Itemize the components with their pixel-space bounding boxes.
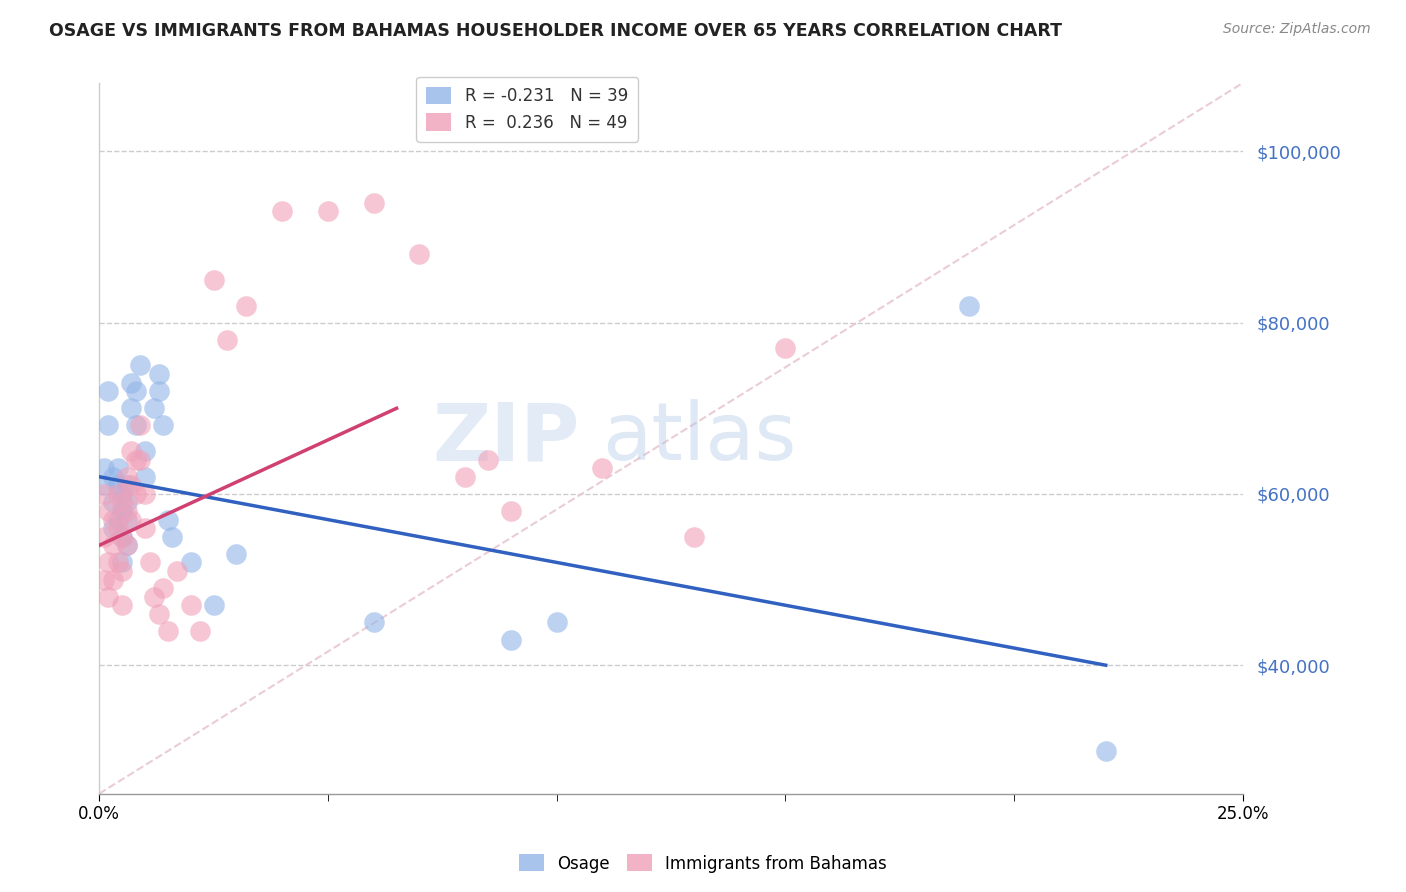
Point [120, 444, 142, 458]
Point [129, 418, 152, 433]
Text: OSAGE VS IMMIGRANTS FROM BAHAMAS HOUSEHOLDER INCOME OVER 65 YEARS CORRELATION CH: OSAGE VS IMMIGRANTS FROM BAHAMAS HOUSEHO… [49, 22, 1062, 40]
Legend: R = -0.231   N = 39, R =  0.236   N = 49: R = -0.231 N = 39, R = 0.236 N = 49 [416, 77, 638, 142]
Point [271, 204, 294, 219]
Point [454, 470, 477, 484]
Point [120, 401, 142, 416]
Point [101, 495, 124, 509]
Point [93, 573, 115, 587]
Point [107, 461, 129, 475]
Point [188, 624, 211, 638]
Point [97, 590, 120, 604]
Point [115, 495, 138, 509]
Point [93, 461, 115, 475]
Point [235, 299, 257, 313]
Point [125, 418, 148, 433]
Point [129, 452, 152, 467]
Point [152, 581, 174, 595]
Point [120, 513, 142, 527]
Point [97, 418, 120, 433]
Point [101, 573, 124, 587]
Point [162, 530, 184, 544]
Point [107, 556, 129, 570]
Point [202, 273, 225, 287]
Point [115, 478, 138, 492]
Point [499, 632, 522, 647]
Point [775, 342, 797, 356]
Point [125, 487, 148, 501]
Point [363, 615, 385, 630]
Point [125, 452, 148, 467]
Point [180, 556, 202, 570]
Point [152, 418, 174, 433]
Point [120, 376, 142, 390]
Point [180, 599, 202, 613]
Point [499, 504, 522, 518]
Point [316, 204, 339, 219]
Point [1094, 744, 1116, 758]
Point [111, 599, 134, 613]
Point [546, 615, 568, 630]
Point [202, 599, 225, 613]
Point [115, 538, 138, 552]
Text: atlas: atlas [603, 400, 797, 477]
Point [101, 521, 124, 535]
Point [111, 564, 134, 578]
Point [107, 521, 129, 535]
Point [111, 530, 134, 544]
Point [93, 487, 115, 501]
Point [125, 384, 148, 399]
Point [111, 504, 134, 518]
Point [134, 521, 156, 535]
Point [683, 530, 706, 544]
Point [93, 478, 115, 492]
Point [115, 504, 138, 518]
Point [107, 478, 129, 492]
Point [93, 530, 115, 544]
Point [148, 367, 170, 381]
Point [101, 470, 124, 484]
Point [111, 556, 134, 570]
Point [148, 384, 170, 399]
Point [138, 556, 160, 570]
Point [143, 590, 166, 604]
Point [148, 607, 170, 621]
Point [101, 513, 124, 527]
Point [363, 195, 385, 210]
Point [408, 247, 430, 261]
Point [129, 359, 152, 373]
Point [120, 478, 142, 492]
Point [97, 556, 120, 570]
Point [111, 487, 134, 501]
Point [134, 470, 156, 484]
Point [143, 401, 166, 416]
Point [97, 384, 120, 399]
Point [115, 513, 138, 527]
Legend: Osage, Immigrants from Bahamas: Osage, Immigrants from Bahamas [512, 847, 894, 880]
Text: ZIP: ZIP [433, 400, 579, 477]
Point [217, 333, 239, 347]
Point [134, 487, 156, 501]
Point [134, 444, 156, 458]
Point [957, 299, 980, 313]
Point [166, 564, 188, 578]
Point [107, 513, 129, 527]
Point [477, 452, 499, 467]
Point [101, 538, 124, 552]
Point [156, 624, 179, 638]
Text: Source: ZipAtlas.com: Source: ZipAtlas.com [1223, 22, 1371, 37]
Point [97, 504, 120, 518]
Point [115, 538, 138, 552]
Point [111, 530, 134, 544]
Point [592, 461, 614, 475]
Point [115, 470, 138, 484]
Point [107, 487, 129, 501]
Point [156, 513, 179, 527]
Point [111, 495, 134, 509]
Point [225, 547, 247, 561]
